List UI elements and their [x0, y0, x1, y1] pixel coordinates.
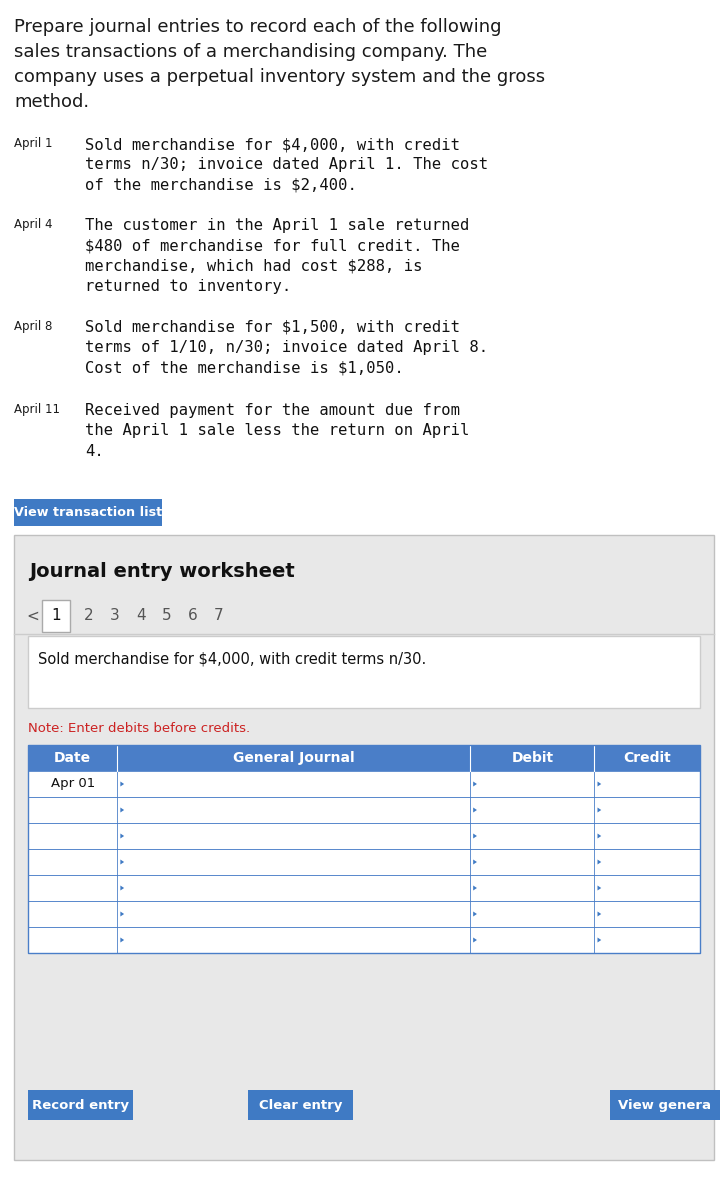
Polygon shape	[473, 834, 477, 839]
Bar	[610, 1090, 720, 1120]
Polygon shape	[120, 937, 124, 942]
Polygon shape	[120, 912, 124, 917]
Polygon shape	[473, 859, 477, 864]
Text: General Journal: General Journal	[233, 751, 354, 766]
Text: Sold merchandise for $4,000, with credit
terms n/30; invoice dated April 1. The : Sold merchandise for $4,000, with credit…	[85, 137, 488, 193]
Text: 4: 4	[136, 608, 145, 624]
Text: 1: 1	[51, 608, 61, 624]
Text: Date: Date	[54, 751, 91, 766]
Text: 2: 2	[84, 608, 93, 624]
Text: sales transactions of a merchandising company. The: sales transactions of a merchandising co…	[14, 43, 487, 61]
Text: Prepare journal entries to record each of the following: Prepare journal entries to record each o…	[14, 18, 502, 36]
Polygon shape	[597, 912, 602, 917]
Text: April 1: April 1	[14, 137, 53, 150]
Bar	[28, 926, 700, 953]
Polygon shape	[120, 808, 124, 812]
Text: method.: method.	[14, 92, 89, 110]
Text: 5: 5	[162, 608, 171, 624]
Bar	[28, 1090, 133, 1120]
Text: Debit: Debit	[511, 751, 553, 766]
Bar	[248, 1090, 353, 1120]
Polygon shape	[597, 781, 602, 786]
Text: April 11: April 11	[14, 403, 60, 416]
Polygon shape	[597, 859, 602, 864]
Polygon shape	[597, 808, 602, 812]
Text: company uses a perpetual inventory system and the gross: company uses a perpetual inventory syste…	[14, 68, 545, 86]
Polygon shape	[473, 886, 477, 890]
Text: Sold merchandise for $4,000, with credit terms n/30.: Sold merchandise for $4,000, with credit…	[38, 652, 427, 667]
Bar	[42, 600, 70, 632]
Text: <: <	[26, 608, 39, 624]
Bar	[28, 770, 700, 797]
Text: Credit: Credit	[623, 751, 671, 766]
Text: Received payment for the amount due from
the April 1 sale less the return on Apr: Received payment for the amount due from…	[85, 403, 469, 458]
Bar	[28, 875, 700, 901]
Polygon shape	[473, 781, 477, 786]
Text: View transaction list: View transaction list	[14, 506, 162, 518]
Text: Sold merchandise for $1,500, with credit
terms of 1/10, n/30; invoice dated Apri: Sold merchandise for $1,500, with credit…	[85, 320, 488, 376]
Bar	[28, 636, 700, 708]
Polygon shape	[120, 834, 124, 839]
Text: Journal entry worksheet: Journal entry worksheet	[29, 562, 295, 581]
Polygon shape	[597, 937, 602, 942]
Polygon shape	[473, 808, 477, 812]
Polygon shape	[473, 937, 477, 942]
Text: April 8: April 8	[14, 320, 52, 332]
Text: Apr 01: Apr 01	[51, 778, 95, 791]
Polygon shape	[473, 912, 477, 917]
Text: View genera: View genera	[618, 1098, 711, 1111]
Bar	[28, 745, 700, 953]
Text: Note: Enter debits before credits.: Note: Enter debits before credits.	[28, 722, 250, 734]
Bar	[28, 901, 700, 926]
Polygon shape	[120, 781, 124, 786]
Bar	[14, 499, 162, 526]
Text: 3: 3	[110, 608, 120, 624]
Polygon shape	[120, 859, 124, 864]
Polygon shape	[120, 886, 124, 890]
Text: 7: 7	[214, 608, 223, 624]
Text: April 4: April 4	[14, 218, 53, 230]
Text: Clear entry: Clear entry	[259, 1098, 342, 1111]
Bar	[28, 745, 700, 770]
Text: 6: 6	[188, 608, 198, 624]
Text: The customer in the April 1 sale returned
$480 of merchandise for full credit. T: The customer in the April 1 sale returne…	[85, 218, 469, 294]
Text: Record entry: Record entry	[32, 1098, 129, 1111]
Polygon shape	[597, 886, 602, 890]
Bar	[28, 823, 700, 850]
Bar	[28, 850, 700, 875]
Bar	[28, 797, 700, 823]
Polygon shape	[597, 834, 602, 839]
Bar	[14, 535, 714, 1160]
